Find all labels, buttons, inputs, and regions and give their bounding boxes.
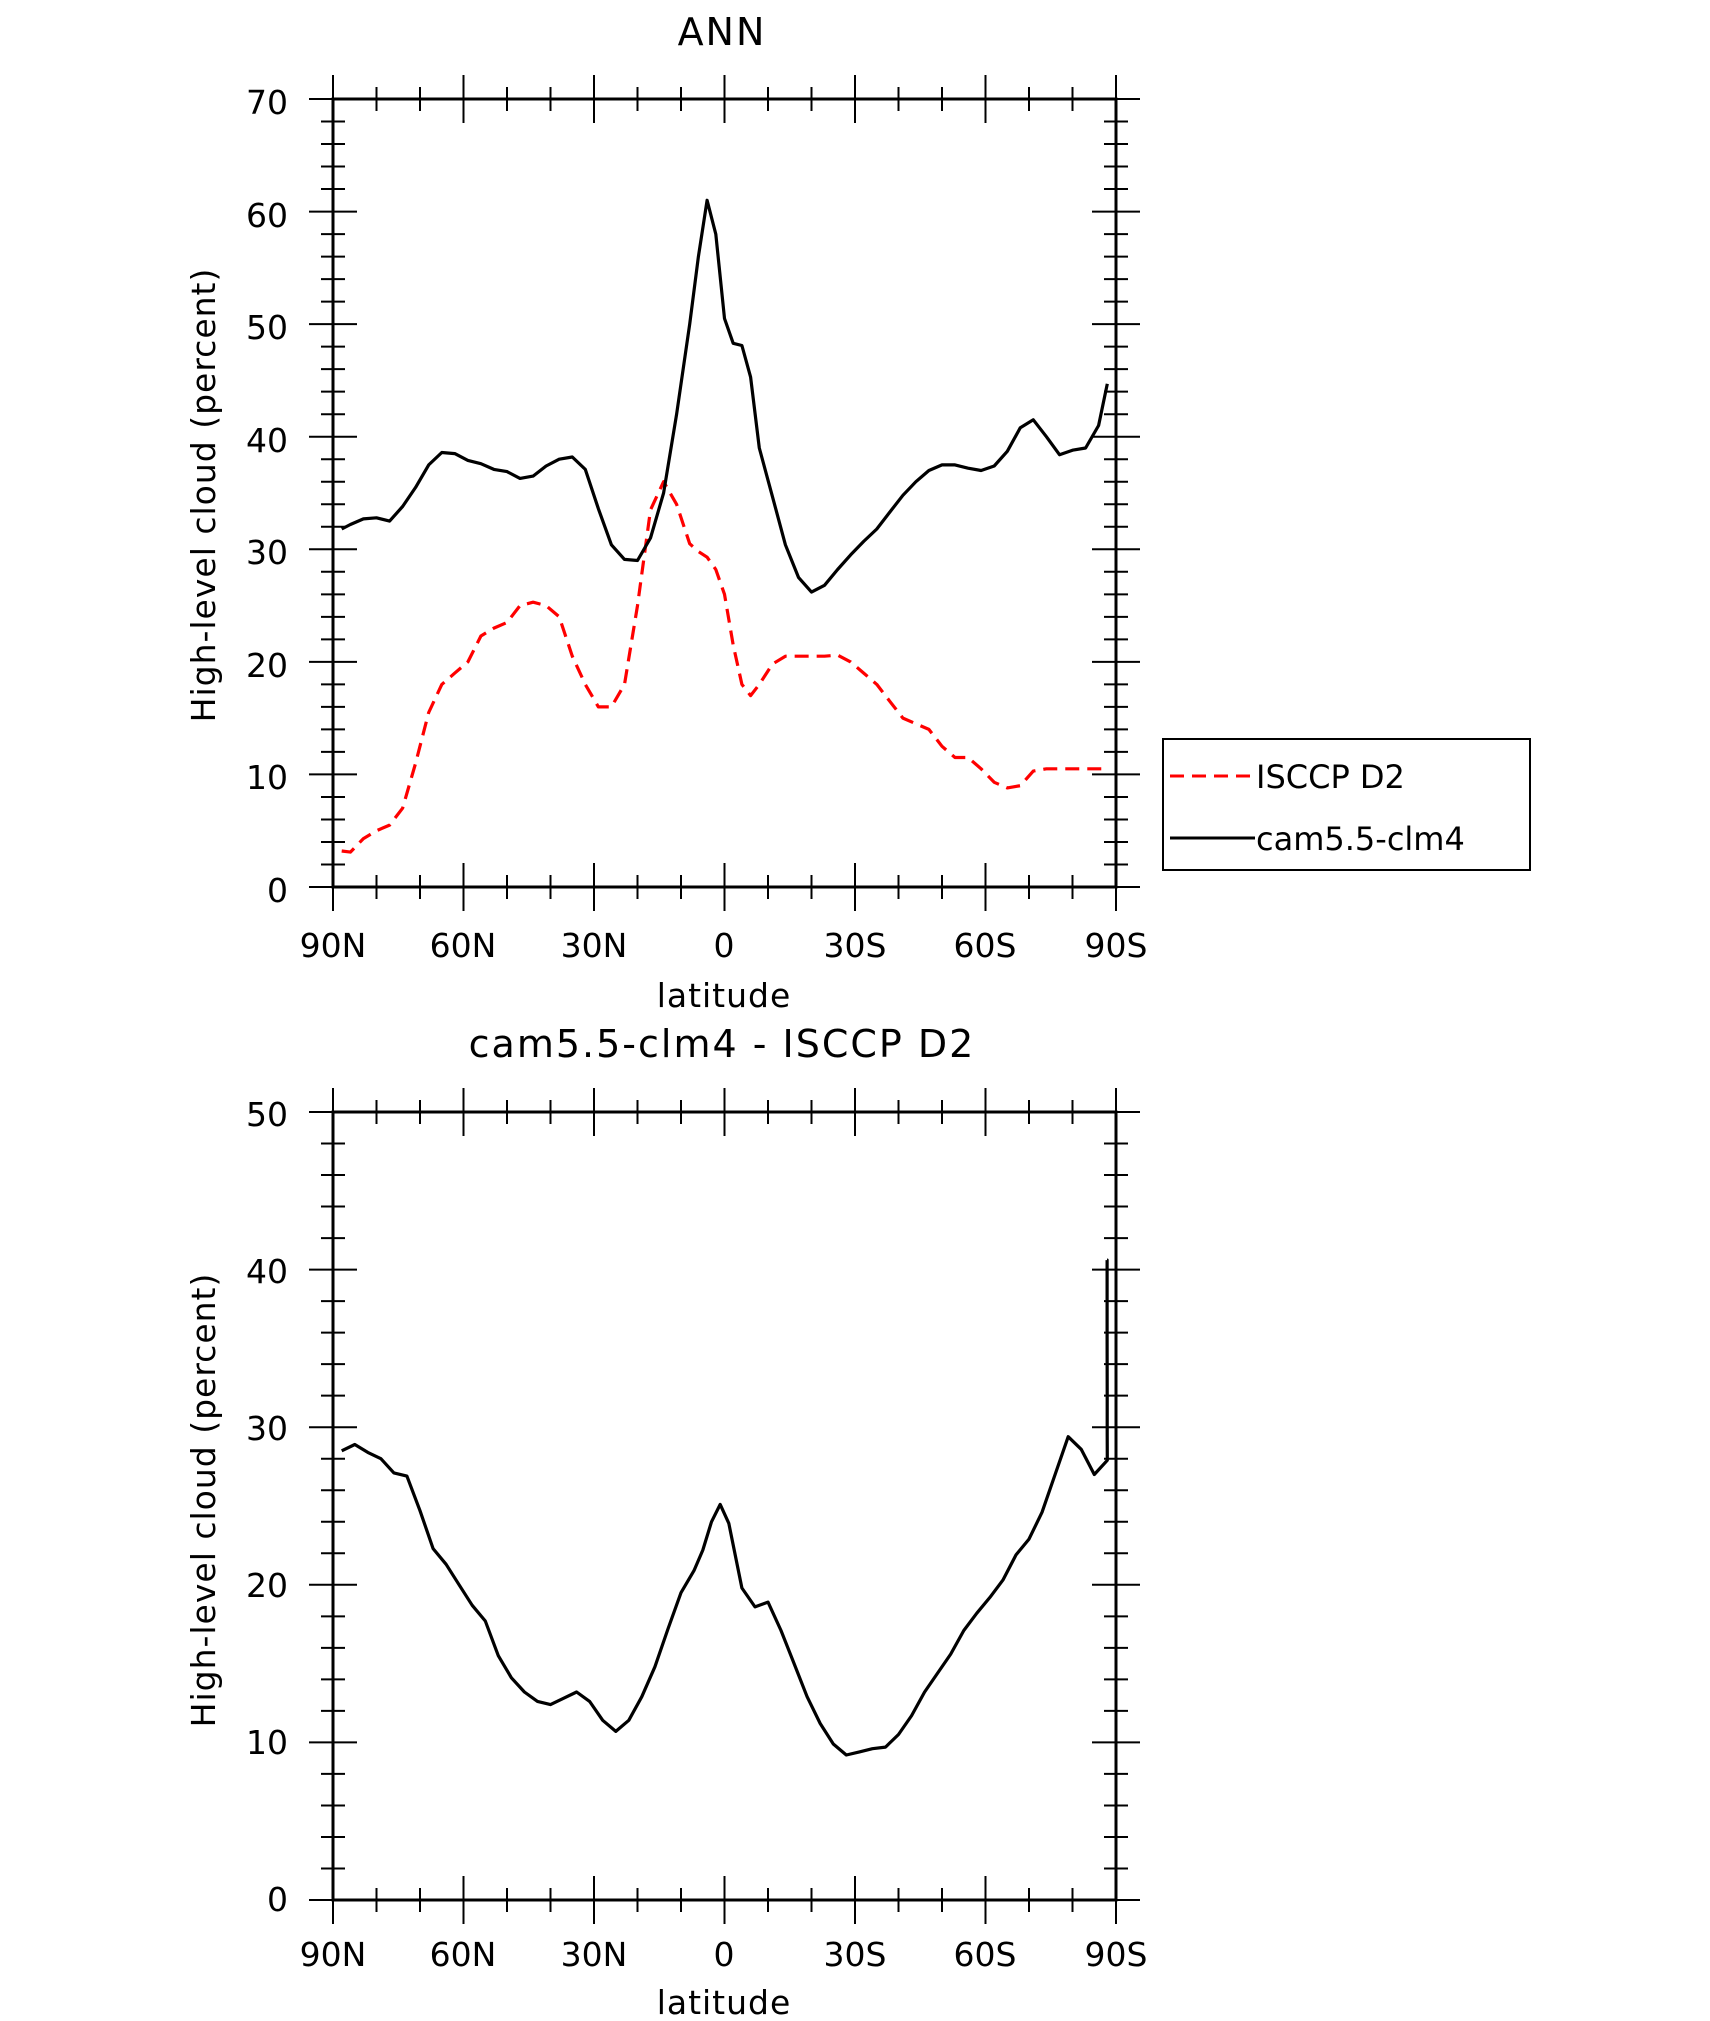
p1-ytick-label: 40 <box>246 421 288 460</box>
plot-frame <box>331 97 1118 889</box>
legend-label-cam: cam5.5-clm4 <box>1256 820 1465 858</box>
p1-ytick-label: 50 <box>246 308 288 347</box>
p1-ytick-label: 10 <box>246 758 288 797</box>
p1-xtick-label: 90N <box>300 926 367 965</box>
panel-difference: cam5.5-clm4 - ISCCP D2 0 10 20 30 40 50 … <box>184 1022 1147 2021</box>
p2-ytick-label: 20 <box>246 1566 288 1605</box>
panel1-y-axis-label: High-level cloud (percent) <box>184 268 223 723</box>
p2-xtick-label: 90N <box>300 1935 367 1974</box>
p1-xtick-label: 60S <box>954 926 1017 965</box>
p2-ytick-label: 10 <box>246 1723 288 1762</box>
panel1-x-axis-label: latitude <box>657 976 792 1015</box>
p1-ytick-label: 20 <box>246 646 288 685</box>
p1-xtick-label: 60N <box>430 926 497 965</box>
p2-ytick-label: 40 <box>246 1252 288 1291</box>
p1-xtick-label: 90S <box>1085 926 1148 965</box>
panel1-y-tick-labels: 0 10 20 30 40 50 60 70 <box>246 83 288 910</box>
panel2-title: cam5.5-clm4 - ISCCP D2 <box>469 1022 976 1066</box>
p2-xtick-label: 60S <box>954 1935 1017 1974</box>
panel1-x-tick-labels: 90N 60N 30N 0 30S 60S 90S <box>300 926 1148 965</box>
p2-xtick-label: 0 <box>714 1935 735 1974</box>
panel1-title: ANN <box>678 10 767 54</box>
p1-ytick-label: 30 <box>246 533 288 572</box>
legend-box <box>1162 738 1531 871</box>
p1-xtick-label: 0 <box>714 926 735 965</box>
series-line-cam5-5-clm4 <box>340 198 1109 594</box>
p2-ytick-label: 30 <box>246 1409 288 1448</box>
p1-xtick-label: 30N <box>561 926 628 965</box>
plot-frame <box>331 1110 1118 1902</box>
panel1-axes <box>309 75 1140 911</box>
p2-xtick-label: 30S <box>824 1935 887 1974</box>
p2-xtick-label: 30N <box>561 1935 628 1974</box>
series-line-isccp-d2 <box>341 480 1108 854</box>
p2-ytick-label: 50 <box>246 1095 288 1134</box>
panel2-y-tick-labels: 0 10 20 30 40 50 <box>246 1095 288 1919</box>
p1-ytick-label: 70 <box>246 83 288 122</box>
panel2-x-axis-label: latitude <box>657 1983 792 2021</box>
panel-annual-mean: ANN 0 10 20 30 40 50 60 70 90N 60N 30N 0… <box>184 10 1531 1015</box>
panel2-series <box>341 1258 1109 1757</box>
p1-ytick-label: 60 <box>246 196 288 235</box>
panel2-x-tick-labels: 90N 60N 30N 0 30S 60S 90S <box>300 1935 1148 1974</box>
panel2-y-axis-label: High-level cloud (percent) <box>184 1273 223 1728</box>
legend: ISCCP D2 cam5.5-clm4 <box>1162 738 1531 871</box>
p2-xtick-label: 60N <box>430 1935 497 1974</box>
p2-xtick-label: 90S <box>1085 1935 1148 1974</box>
p1-xtick-label: 30S <box>824 926 887 965</box>
p1-ytick-label: 0 <box>267 871 288 910</box>
panel1-series <box>340 198 1109 854</box>
legend-label-isccp: ISCCP D2 <box>1256 758 1405 796</box>
panel2-axes <box>309 1088 1140 1924</box>
series-line-difference <box>341 1258 1109 1757</box>
p2-ytick-label: 0 <box>267 1880 288 1919</box>
